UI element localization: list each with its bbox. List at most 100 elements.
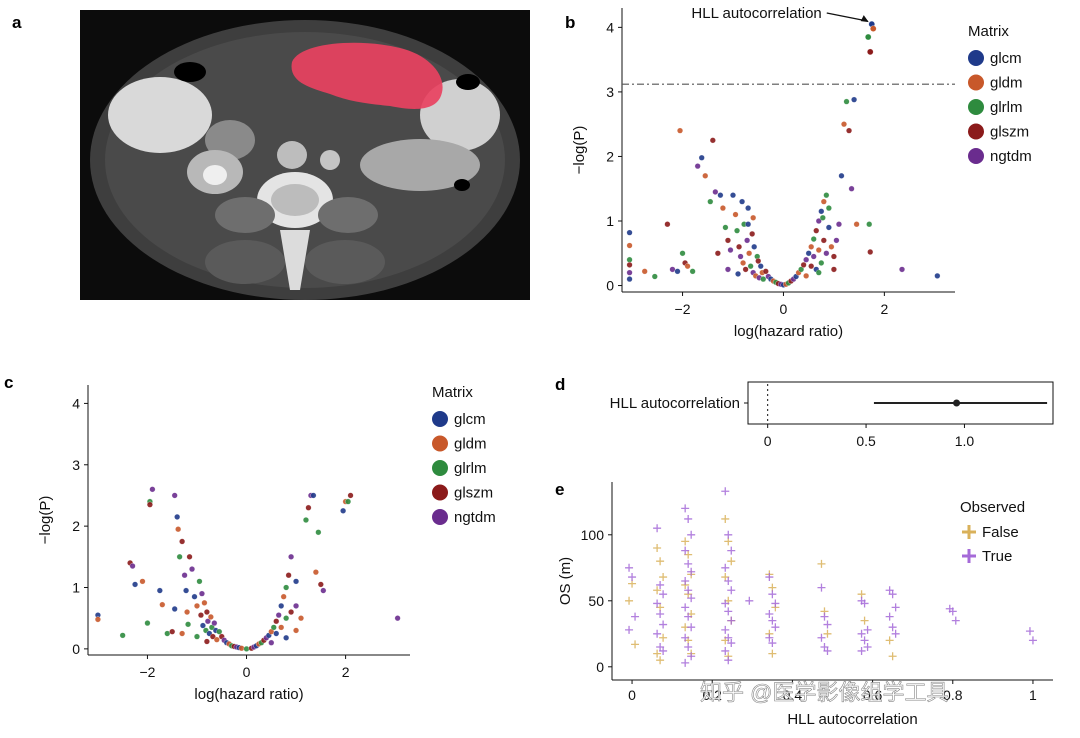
data-point: [626, 229, 633, 236]
plus-marker: [684, 612, 693, 621]
data-point: [203, 609, 210, 615]
data-point: [755, 258, 762, 264]
data-point: [745, 205, 752, 212]
x-tick-label: −2: [675, 301, 691, 317]
data-point: [305, 504, 312, 511]
plus-marker: [721, 599, 730, 608]
annotation-label: HLL autocorrelation: [691, 5, 821, 22]
data-point: [722, 224, 729, 231]
legend-label: glszm: [990, 124, 1029, 141]
y-tick-label: 2: [72, 518, 80, 534]
highlight-point: [867, 48, 874, 56]
plus-marker: [656, 580, 665, 589]
plus-marker: [863, 643, 872, 651]
panel-b-volcano-plot: 0 1 2 3 4 −2 0 2 log(hazard ratio) −log(P) HLL aut…: [571, 5, 955, 340]
data-point: [626, 261, 633, 268]
legend-label: glcm: [454, 411, 486, 428]
data-point: [819, 214, 826, 221]
plus-marker: [771, 623, 780, 632]
data-point: [273, 618, 280, 625]
data-point: [194, 633, 200, 640]
plus-marker: [948, 607, 957, 616]
plus-marker: [721, 625, 730, 634]
data-point: [626, 242, 633, 249]
data-point: [747, 263, 754, 270]
data-point: [156, 587, 163, 594]
data-point: [315, 529, 322, 536]
panel-label-a: a: [12, 13, 22, 32]
plus-marker: [681, 546, 690, 555]
plus-marker: [721, 563, 730, 572]
plus-marker: [659, 590, 668, 599]
data-point: [841, 121, 847, 128]
x-tick-label: 0: [780, 301, 788, 317]
plus-marker: [885, 612, 894, 621]
plus-marker: [653, 649, 662, 658]
data-point: [800, 261, 807, 268]
data-point: [283, 584, 290, 591]
plus-marker: [727, 546, 736, 555]
e-x-tick-label: 1: [1029, 687, 1037, 703]
data-point: [298, 615, 304, 622]
plus-marker: [885, 636, 894, 645]
legend-label: ngtdm: [990, 148, 1032, 165]
data-point: [679, 250, 686, 257]
data-point: [184, 609, 191, 615]
plus-marker: [687, 623, 696, 632]
plus-marker: [681, 577, 690, 585]
plus-marker: [653, 524, 662, 533]
panel-label-b: b: [565, 13, 575, 32]
data-point: [164, 630, 171, 637]
data-point: [345, 498, 352, 505]
plus-marker: [745, 596, 754, 605]
y-axis-label: −log(P): [37, 496, 54, 545]
legend-swatch: [968, 99, 984, 115]
plus-marker: [684, 514, 693, 523]
data-point: [268, 639, 275, 646]
panel-label-e: e: [555, 480, 564, 499]
y-tick-label: 0: [72, 641, 80, 657]
plus-marker: [817, 633, 826, 642]
plus-marker: [888, 623, 897, 632]
highlight-point: [870, 25, 877, 32]
data-point: [129, 563, 136, 569]
y-tick-label: 1: [72, 580, 80, 596]
ct-liver-right: [360, 139, 480, 191]
observed-legend-label: True: [982, 548, 1012, 565]
plus-marker: [765, 633, 774, 642]
data-point: [689, 268, 696, 275]
data-point: [866, 221, 873, 228]
ct-back-muscle-left: [205, 240, 285, 284]
data-point: [310, 492, 317, 499]
data-point: [175, 526, 182, 533]
plus-marker: [631, 640, 640, 649]
plus-marker: [631, 612, 640, 621]
data-point: [171, 606, 178, 612]
data-point: [189, 566, 195, 573]
plus-marker: [628, 573, 637, 582]
data-point: [818, 260, 825, 266]
ct-gas-left: [174, 62, 206, 82]
forest-row-label: HLL autocorrelation: [610, 395, 740, 412]
plus-marker: [721, 646, 730, 655]
ct-back-muscle-right: [305, 240, 385, 284]
observed-legend-swatch: [962, 549, 976, 563]
data-point: [712, 189, 719, 195]
data-point: [815, 269, 822, 276]
data-point: [280, 593, 287, 600]
highlight-point: [865, 33, 872, 41]
data-point: [185, 621, 192, 628]
data-point: [146, 501, 153, 508]
data-point: [203, 638, 210, 645]
data-point: [707, 198, 714, 205]
plus-marker: [891, 603, 900, 612]
legend-label: glszm: [454, 485, 493, 502]
plus-marker: [681, 658, 690, 667]
legend-swatch: [432, 460, 448, 476]
data-point: [714, 250, 721, 257]
legend-label: ngtdm: [454, 509, 496, 526]
data-point: [196, 578, 203, 585]
data-point: [760, 276, 767, 283]
y-tick-label: 1: [606, 213, 614, 229]
